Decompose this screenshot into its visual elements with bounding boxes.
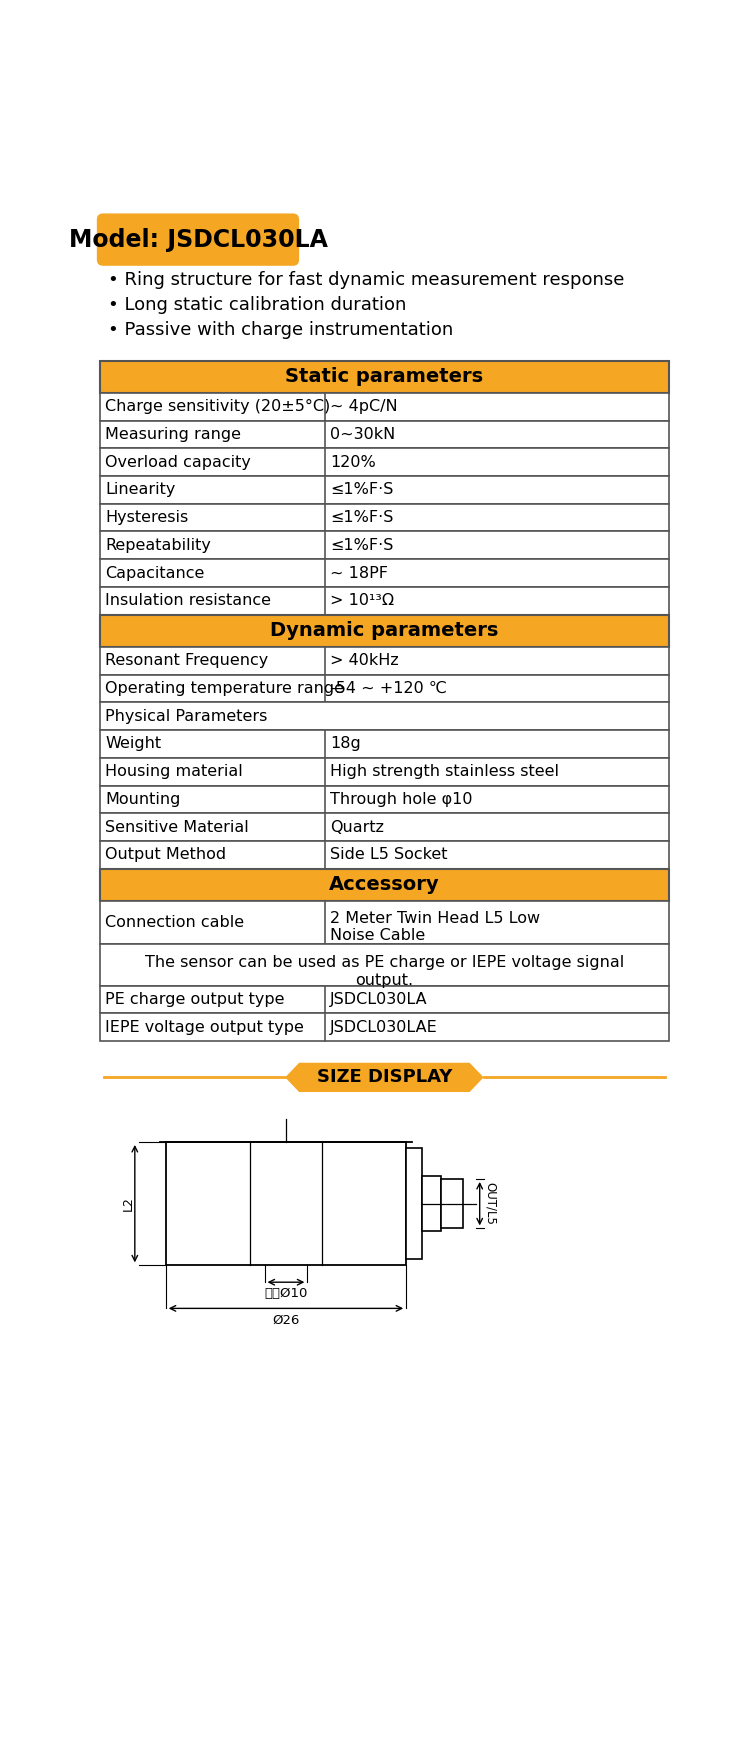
Text: Output Method: Output Method (105, 847, 226, 862)
Text: > 10¹³Ω: > 10¹³Ω (330, 593, 394, 608)
Text: ≤1%F·S: ≤1%F·S (330, 482, 394, 498)
Bar (406, 1148, 422, 1259)
Text: 0~30kN: 0~30kN (330, 428, 395, 442)
Bar (100, 449, 669, 477)
Text: Static parameters: Static parameters (285, 366, 484, 386)
Bar (100, 361, 669, 393)
Text: • Long static calibration duration: • Long static calibration duration (108, 296, 406, 314)
Text: OUT/L5: OUT/L5 (484, 1182, 497, 1225)
Text: Operating temperature range: Operating temperature range (105, 680, 344, 696)
Text: JSDCL030LA: JSDCL030LA (330, 992, 427, 1008)
Bar (100, 675, 669, 703)
Text: Ø26: Ø26 (272, 1313, 300, 1327)
Bar (100, 477, 669, 503)
Text: • Passive with charge instrumentation: • Passive with charge instrumentation (108, 321, 453, 340)
Text: Physical Parameters: Physical Parameters (105, 708, 268, 724)
Bar (100, 421, 669, 449)
Bar (100, 1013, 669, 1041)
Bar (100, 559, 669, 587)
Text: Mounting: Mounting (105, 792, 181, 806)
Bar (100, 945, 669, 985)
Text: > 40kHz: > 40kHz (330, 654, 399, 668)
Bar (100, 703, 669, 729)
Text: The sensor can be used as PE charge or IEPE voltage signal: The sensor can be used as PE charge or I… (145, 955, 624, 969)
Text: L2: L2 (122, 1196, 135, 1211)
FancyBboxPatch shape (97, 214, 299, 266)
Text: Repeatability: Repeatability (105, 538, 212, 552)
Text: Measuring range: Measuring range (105, 428, 242, 442)
Text: SIZE DISPLAY: SIZE DISPLAY (316, 1068, 452, 1087)
Bar (100, 757, 669, 785)
Text: Connection cable: Connection cable (105, 915, 244, 931)
Text: ≤1%F·S: ≤1%F·S (330, 510, 394, 526)
Bar (100, 729, 669, 757)
Text: Through hole φ10: Through hole φ10 (330, 792, 472, 806)
Text: Hysteresis: Hysteresis (105, 510, 189, 526)
Text: High strength stainless steel: High strength stainless steel (330, 764, 559, 778)
Bar (100, 531, 669, 559)
Text: ≤1%F·S: ≤1%F·S (330, 538, 394, 552)
Text: Capacitance: Capacitance (105, 566, 205, 580)
Bar (100, 587, 669, 615)
Text: 通孔Ø10: 通孔Ø10 (264, 1287, 308, 1301)
Text: PE charge output type: PE charge output type (105, 992, 285, 1008)
Text: 120%: 120% (330, 454, 376, 470)
Text: • Ring structure for fast dynamic measurement response: • Ring structure for fast dynamic measur… (108, 270, 624, 289)
Bar (100, 393, 669, 421)
Text: Quartz: Quartz (330, 820, 384, 834)
Text: Insulation resistance: Insulation resistance (105, 593, 272, 608)
Bar (100, 647, 669, 675)
Bar (166, 1141, 406, 1266)
Text: Overload capacity: Overload capacity (105, 454, 251, 470)
Bar (100, 615, 669, 647)
Text: 18g: 18g (330, 736, 361, 752)
Bar (100, 813, 669, 841)
Bar (441, 1180, 463, 1229)
Text: Linearity: Linearity (105, 482, 176, 498)
Text: Dynamic parameters: Dynamic parameters (270, 621, 499, 640)
Text: Model: JSDCL030LA: Model: JSDCL030LA (68, 228, 328, 252)
Bar (100, 841, 669, 869)
Text: ~ 18PF: ~ 18PF (330, 566, 388, 580)
Bar (100, 985, 669, 1013)
Bar (100, 503, 669, 531)
Polygon shape (285, 1062, 484, 1092)
Text: output.: output. (356, 973, 413, 989)
Text: IEPE voltage output type: IEPE voltage output type (105, 1020, 304, 1034)
Bar (100, 901, 669, 945)
Text: ~ 4pC/N: ~ 4pC/N (330, 400, 398, 414)
Bar (422, 1176, 441, 1231)
Bar (100, 869, 669, 901)
Bar (100, 785, 669, 813)
Text: Weight: Weight (105, 736, 161, 752)
Text: Accessory: Accessory (329, 875, 440, 894)
Text: Side L5 Socket: Side L5 Socket (330, 847, 448, 862)
Text: Housing material: Housing material (105, 764, 243, 778)
Text: Resonant Frequency: Resonant Frequency (105, 654, 268, 668)
Text: Noise Cable: Noise Cable (330, 927, 425, 943)
Text: -54 ~ +120 ℃: -54 ~ +120 ℃ (330, 680, 447, 696)
Text: Sensitive Material: Sensitive Material (105, 820, 249, 834)
Text: JSDCL030LAE: JSDCL030LAE (330, 1020, 438, 1034)
Text: Charge sensitivity (20±5°C): Charge sensitivity (20±5°C) (105, 400, 331, 414)
Text: 2 Meter Twin Head L5 Low: 2 Meter Twin Head L5 Low (330, 912, 540, 926)
